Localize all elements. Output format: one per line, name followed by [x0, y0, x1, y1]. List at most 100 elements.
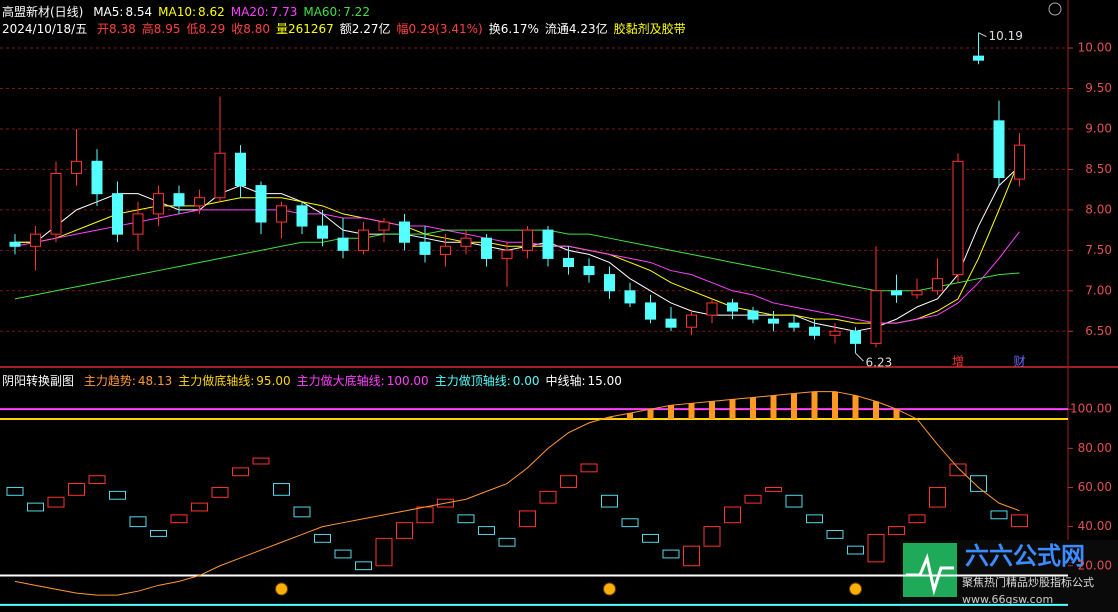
candle-body	[481, 237, 492, 259]
candle-body	[9, 241, 21, 247]
legend-name: 中线轴:	[545, 374, 586, 388]
y-tick-label: 10.00	[1078, 41, 1112, 55]
step-box	[908, 514, 926, 524]
quote-item: 流通4.23亿	[544, 22, 608, 36]
candle-body	[788, 322, 800, 328]
step-box	[949, 463, 967, 477]
event-marker[interactable]: 增	[952, 355, 964, 369]
step-box	[355, 561, 372, 571]
max-label: 10.19	[989, 29, 1023, 43]
step-box	[191, 502, 208, 512]
step-box	[519, 510, 536, 528]
quote-item: 收8.80	[231, 22, 270, 36]
sub-title: 阴阳转换副图	[2, 374, 75, 388]
quote-date: 2024/10/18/五	[2, 22, 88, 36]
quote-item: 幅0.29(3.41%)	[396, 22, 483, 36]
step-box	[1011, 514, 1028, 528]
legend-name: 主力做大底轴线:	[296, 374, 385, 388]
step-box	[621, 518, 639, 528]
trend-bar	[852, 395, 859, 419]
y-tick-label: 7.00	[1085, 283, 1112, 297]
step-box	[929, 486, 946, 508]
ma-line	[14, 229, 1020, 300]
step-box	[457, 514, 475, 524]
y-tick-label: 8.00	[1085, 202, 1112, 216]
trend-bar	[729, 399, 736, 419]
signal-icon	[275, 582, 288, 596]
logo-name: 六六公式网	[965, 542, 1085, 570]
candle-body	[542, 229, 554, 259]
ma-line	[15, 159, 1020, 324]
min-label: 6.23	[866, 356, 893, 370]
candle-body	[255, 185, 267, 223]
event-marker[interactable]: 财	[1013, 355, 1025, 369]
y-tick-label: 60.00	[1078, 480, 1112, 494]
candle-body	[276, 205, 287, 223]
step-box	[396, 522, 413, 539]
step-box	[683, 545, 700, 567]
candle-body	[993, 120, 1005, 179]
trend-bar	[811, 391, 818, 419]
candle-body	[132, 213, 144, 235]
legend-value: 100.00	[386, 374, 429, 388]
step-box	[88, 475, 106, 485]
quote-item: 额2.27亿	[339, 22, 391, 36]
candle-body	[440, 245, 451, 255]
step-box	[560, 475, 577, 488]
step-box	[847, 545, 864, 555]
quote-line: 2024/10/18/五 开8.38 高8.95 低8.29 收8.80 量261267…	[2, 20, 692, 37]
step-box	[68, 483, 85, 496]
candle-body	[501, 249, 513, 259]
candle-body	[460, 237, 472, 247]
step-box	[580, 463, 598, 473]
step-box	[293, 506, 311, 518]
step-box	[867, 533, 885, 563]
step-box	[27, 502, 44, 512]
step-box	[498, 537, 516, 547]
candle-body	[50, 172, 62, 235]
candle-body	[747, 310, 759, 320]
candle-body	[768, 318, 779, 324]
step-box	[109, 490, 126, 500]
candle-body	[829, 330, 841, 336]
candle-body	[112, 193, 123, 235]
candle-body	[932, 278, 943, 292]
candle-body	[522, 229, 533, 251]
settings-icon[interactable]	[1048, 2, 1062, 16]
trend-bar	[688, 403, 695, 419]
step-box	[129, 516, 147, 528]
step-box	[334, 549, 352, 559]
logo-slogan: 聚焦热门精品炒股指标公式	[962, 575, 1094, 589]
step-box	[232, 467, 249, 477]
candle-body	[214, 152, 226, 199]
step-box	[375, 537, 393, 567]
step-box	[806, 514, 823, 524]
step-box	[252, 457, 270, 465]
step-box	[416, 506, 434, 524]
candle-body	[235, 152, 246, 187]
stock-title: 高盟新材(日线)	[2, 5, 84, 19]
candle-body	[563, 257, 574, 268]
candle-body	[1014, 144, 1025, 180]
legend-name: 主力趋势:	[83, 374, 136, 388]
y-tick-label: 80.00	[1078, 441, 1112, 455]
step-box	[478, 526, 495, 535]
trend-bar	[627, 413, 633, 419]
legend-name: MA10:	[158, 5, 197, 19]
step-box	[170, 514, 188, 524]
ma-line	[15, 165, 1020, 332]
candle-body	[399, 221, 410, 243]
step-box	[703, 526, 721, 547]
legend-value: 0.00	[512, 374, 540, 388]
step-box	[150, 530, 167, 537]
quote-item: 换6.17%	[488, 22, 539, 36]
candle-body	[583, 266, 595, 276]
step-box	[642, 533, 659, 543]
candle-body	[194, 197, 205, 207]
step-box	[826, 530, 844, 539]
trend-bar	[893, 409, 900, 419]
legend-name: MA20:	[230, 5, 269, 19]
min-pointer	[855, 352, 864, 362]
